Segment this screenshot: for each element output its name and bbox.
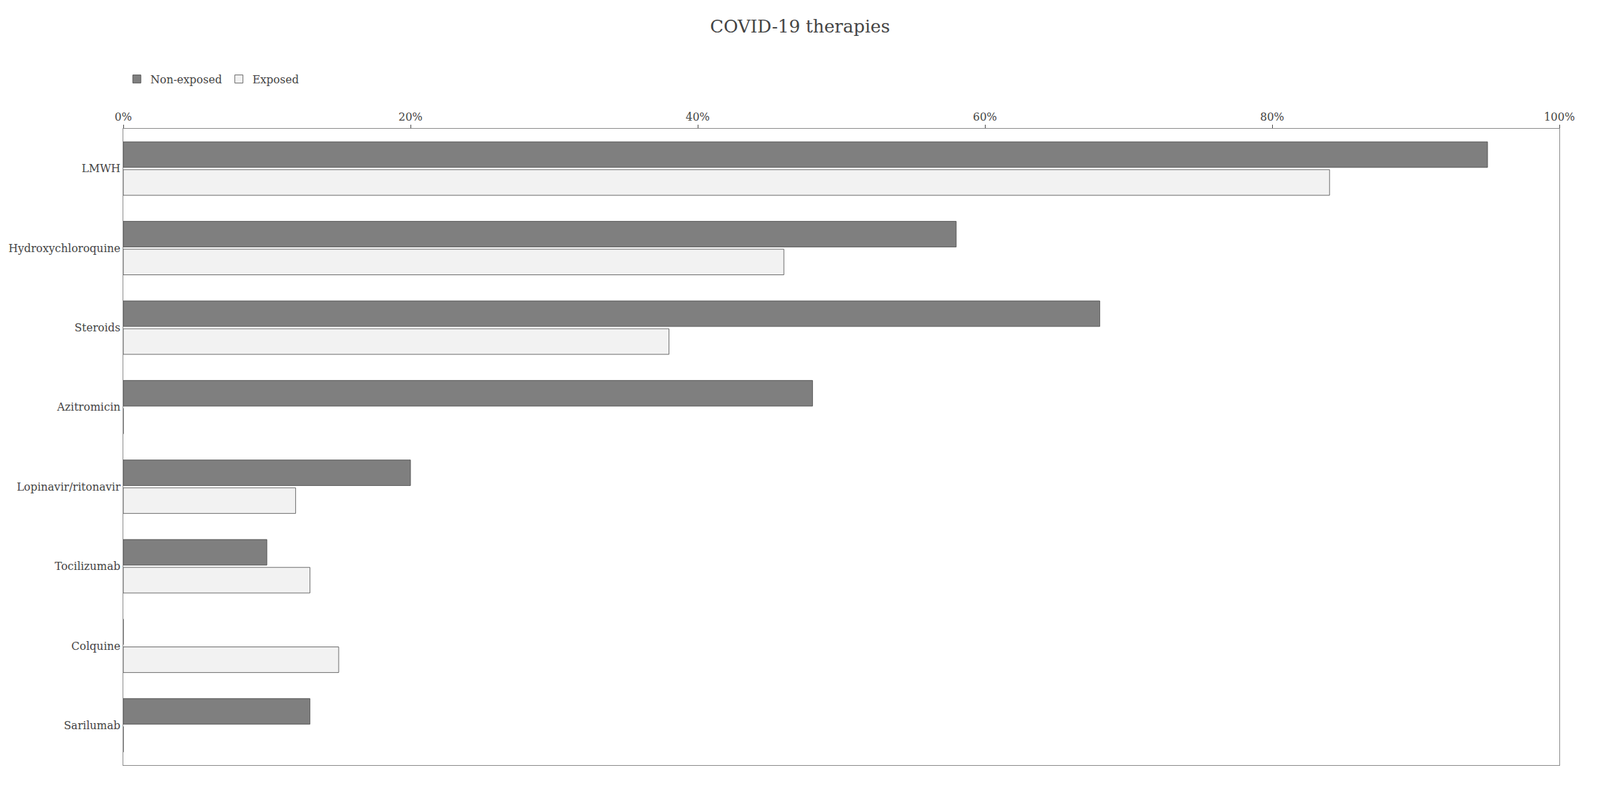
svg-text:Exposed: Exposed bbox=[252, 73, 300, 87]
svg-text:Sarilumab: Sarilumab bbox=[63, 718, 121, 732]
svg-text:Non-exposed: Non-exposed bbox=[150, 73, 223, 87]
svg-text:100%: 100% bbox=[1543, 110, 1575, 124]
svg-text:0%: 0% bbox=[114, 110, 132, 124]
svg-text:Steroids: Steroids bbox=[74, 321, 121, 334]
svg-text:80%: 80% bbox=[1259, 110, 1285, 124]
svg-text:Azitromicin: Azitromicin bbox=[56, 400, 120, 414]
svg-text:40%: 40% bbox=[685, 110, 710, 124]
svg-text:Tocilizumab: Tocilizumab bbox=[54, 559, 121, 573]
svg-text:20%: 20% bbox=[398, 110, 423, 124]
svg-text:Colquine: Colquine bbox=[71, 639, 120, 653]
svg-text:Hydroxychloroquine: Hydroxychloroquine bbox=[8, 241, 120, 255]
svg-text:60%: 60% bbox=[972, 110, 998, 124]
svg-text:COVID-19 therapies: COVID-19 therapies bbox=[709, 16, 890, 37]
svg-text:Lopinavir/ritonavir: Lopinavir/ritonavir bbox=[16, 480, 121, 494]
svg-text:LMWH: LMWH bbox=[81, 161, 120, 175]
